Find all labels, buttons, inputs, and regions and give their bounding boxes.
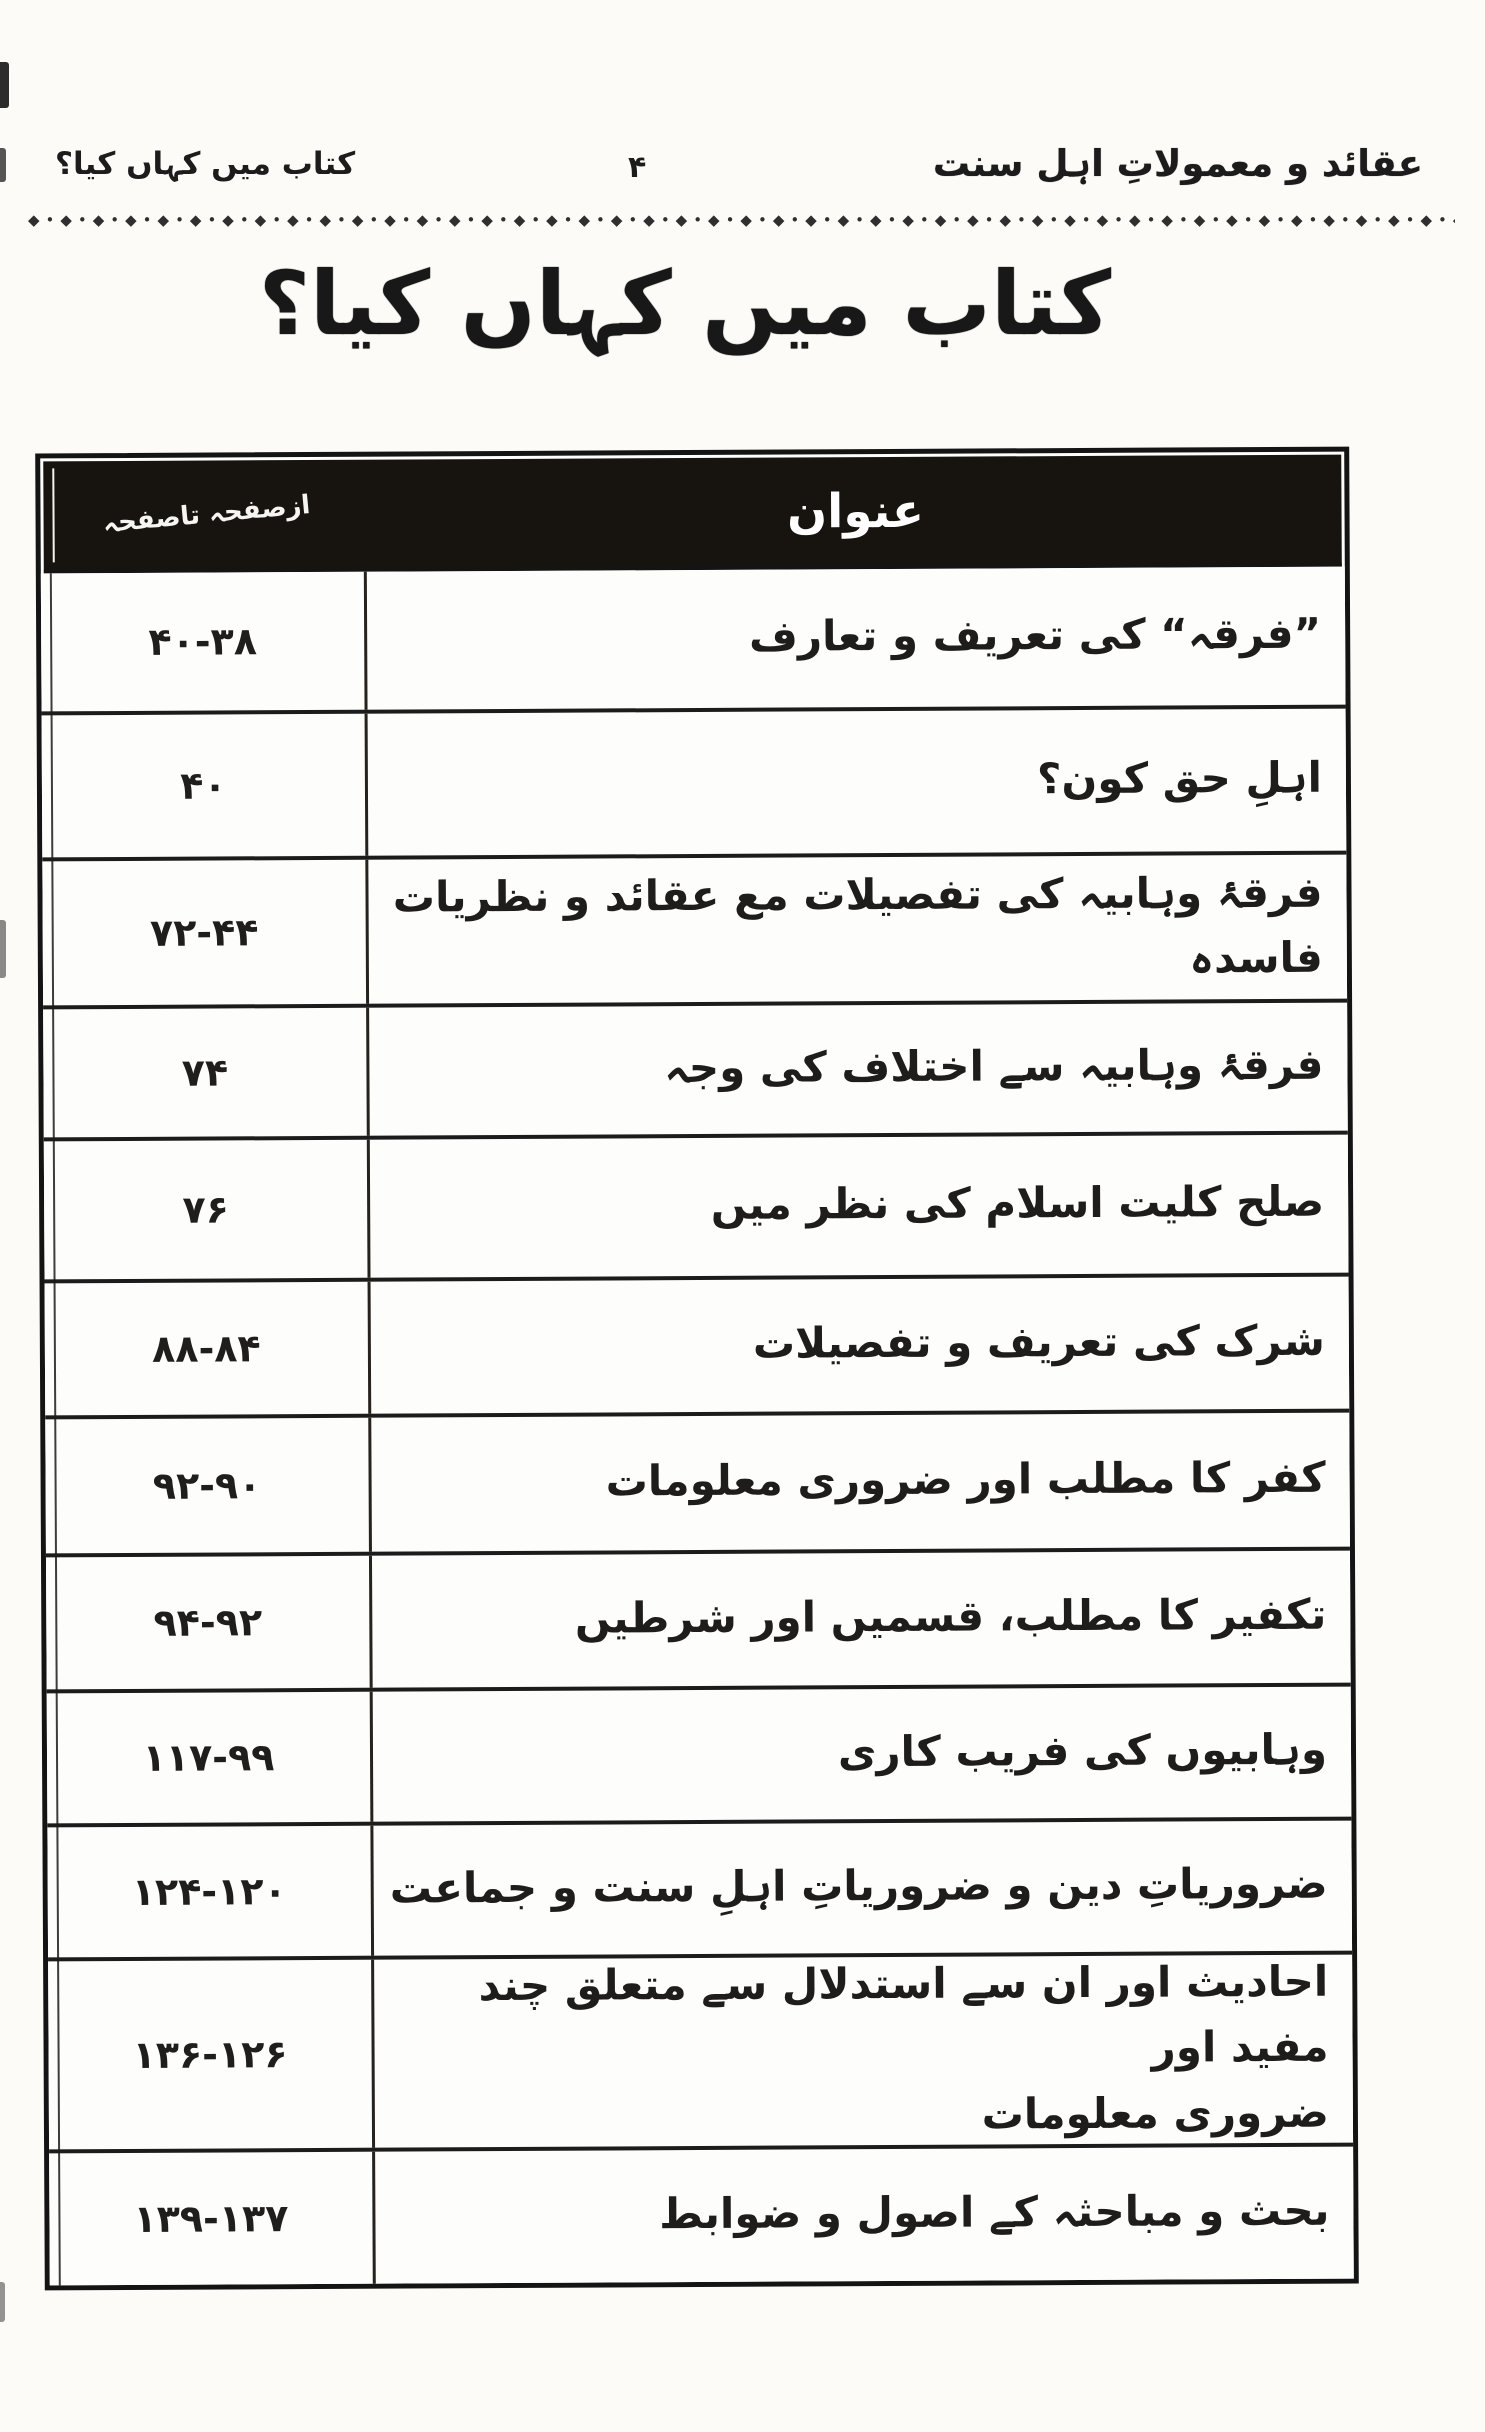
scan-artifact (0, 920, 6, 978)
row-title-cell: صلح کلیت اسلام کی نظر میں (710, 1177, 1325, 1230)
table-header-band: ازصفحہ تاصفحہ عنوان (43, 454, 1342, 574)
table-row: ۱۳۶-۱۲۶ احادیث اور ان سے استدلال سے متعل… (48, 1950, 1354, 2150)
pages-column-header-label: ازصفحہ تاصفحہ (101, 490, 312, 540)
table-row: ۷۴ فرقۂ وہابیہ سے اختلاف کی وجہ (43, 998, 1348, 1138)
table-row: ۸۸-۸۴ شرک کی تعریف و تفصیلات (44, 1272, 1350, 1416)
divider-ornament: ◆•◆•◆•◆•◆•◆•◆•◆•◆•◆•◆•◆•◆•◆•◆•◆•◆•◆•◆•◆•… (28, 211, 1455, 229)
row-pages-cell: ۴۰ (41, 713, 369, 858)
table-row: ۹۲-۹۰ کفر کا مطلب اور ضروری معلومات (45, 1408, 1350, 1554)
title-column-header: عنوان (369, 455, 1342, 568)
table-row: ۱۲۴-۱۲۰ ضروریاتِ دین و ضروریاتِ اہلِ سنت… (47, 1816, 1353, 1958)
row-title-cell: احادیث اور ان سے استدلال سے متعلق چند مف… (478, 1957, 1330, 2139)
header-book-title: عقائد و معمولاتِ اہل سنت (932, 142, 1423, 185)
row-pages-cell: ۷۶ (43, 1139, 371, 1280)
row-title-cell: کفر کا مطلب اور ضروری معلومات (605, 1453, 1326, 1506)
row-title-cell: ”فرقہ“ کی تعریف و تعارف (748, 609, 1322, 662)
running-header: عقائد و معمولاتِ اہل سنت ۴ کتاب میں کہاں… (0, 142, 1485, 206)
row-title-cell: فرقۂ وہابیہ کی تفصیلات مع عقائد و نظریات… (392, 867, 1323, 983)
header-chapter-title: کتاب میں کہاں کیا؟ (55, 146, 356, 182)
scan-artifact (0, 2282, 5, 2322)
row-title-cell: وہابیوں کی فریب کاری (837, 1725, 1328, 1777)
row-pages-cell: ۴۰-۳۸ (40, 571, 368, 712)
row-title-cell: تکفیر کا مطلب، قسمیں اور شرطیں (574, 1590, 1327, 1644)
contents-table: ازصفحہ تاصفحہ عنوان ۴۰-۳۸ ”فرقہ“ کی تعری… (35, 446, 1359, 2291)
row-title-cell: اہلِ حق کون؟ (1036, 753, 1323, 804)
table-row: ۱۳۹-۱۳۷ بحث و مباحثہ کے اصول و ضوابط (49, 2142, 1354, 2286)
row-pages-cell: ۱۳۶-۱۲۶ (48, 1959, 376, 2150)
row-title-cell: شرک کی تعریف و تفصیلات (752, 1316, 1325, 1369)
row-pages-cell: ۹۴-۹۲ (45, 1555, 373, 1690)
header-page-number: ۴ (628, 150, 647, 185)
row-pages-cell: ۷۴ (43, 1007, 370, 1138)
row-pages-cell: ۱۳۹-۱۳۷ (49, 2151, 376, 2286)
row-pages-cell: ۱۲۴-۱۲۰ (47, 1825, 375, 1958)
title-column-header-label: عنوان (786, 483, 925, 540)
page-title: کتاب میں کہاں کیا؟ (258, 252, 1112, 355)
row-title-cell: فرقۂ وہابیہ سے اختلاف کی وجہ (664, 1040, 1324, 1093)
table-row: ۷۲-۴۴ فرقۂ وہابیہ کی تفصیلات مع عقائد و … (42, 850, 1348, 1006)
table-row: ۴۰-۳۸ ”فرقہ“ کی تعریف و تعارف (40, 566, 1346, 712)
row-pages-cell: ۸۸-۸۴ (44, 1281, 372, 1416)
pages-column-header: ازصفحہ تاصفحہ (43, 460, 370, 570)
row-pages-cell: ۷۲-۴۴ (42, 859, 370, 1006)
row-title-cell: بحث و مباحثہ کے اصول و ضوابط (659, 2186, 1330, 2239)
table-row: ۴۰ اہلِ حق کون؟ (41, 704, 1347, 858)
table-row: ۹۴-۹۲ تکفیر کا مطلب، قسمیں اور شرطیں (45, 1546, 1351, 1690)
row-pages-cell: ۹۲-۹۰ (45, 1417, 372, 1554)
table-row: ۱۱۷-۹۹ وہابیوں کی فریب کاری (46, 1682, 1352, 1824)
scan-artifact (0, 62, 9, 108)
table-row: ۷۶ صلح کلیت اسلام کی نظر میں (43, 1130, 1349, 1280)
row-pages-cell: ۱۱۷-۹۹ (46, 1691, 374, 1824)
row-title-cell: ضروریاتِ دین و ضروریاتِ اہلِ سنت و جماعت (389, 1859, 1328, 1914)
table-body: ۴۰-۳۸ ”فرقہ“ کی تعریف و تعارف ۴۰ اہلِ حق… (40, 566, 1354, 2286)
scan-artifact (0, 148, 6, 182)
